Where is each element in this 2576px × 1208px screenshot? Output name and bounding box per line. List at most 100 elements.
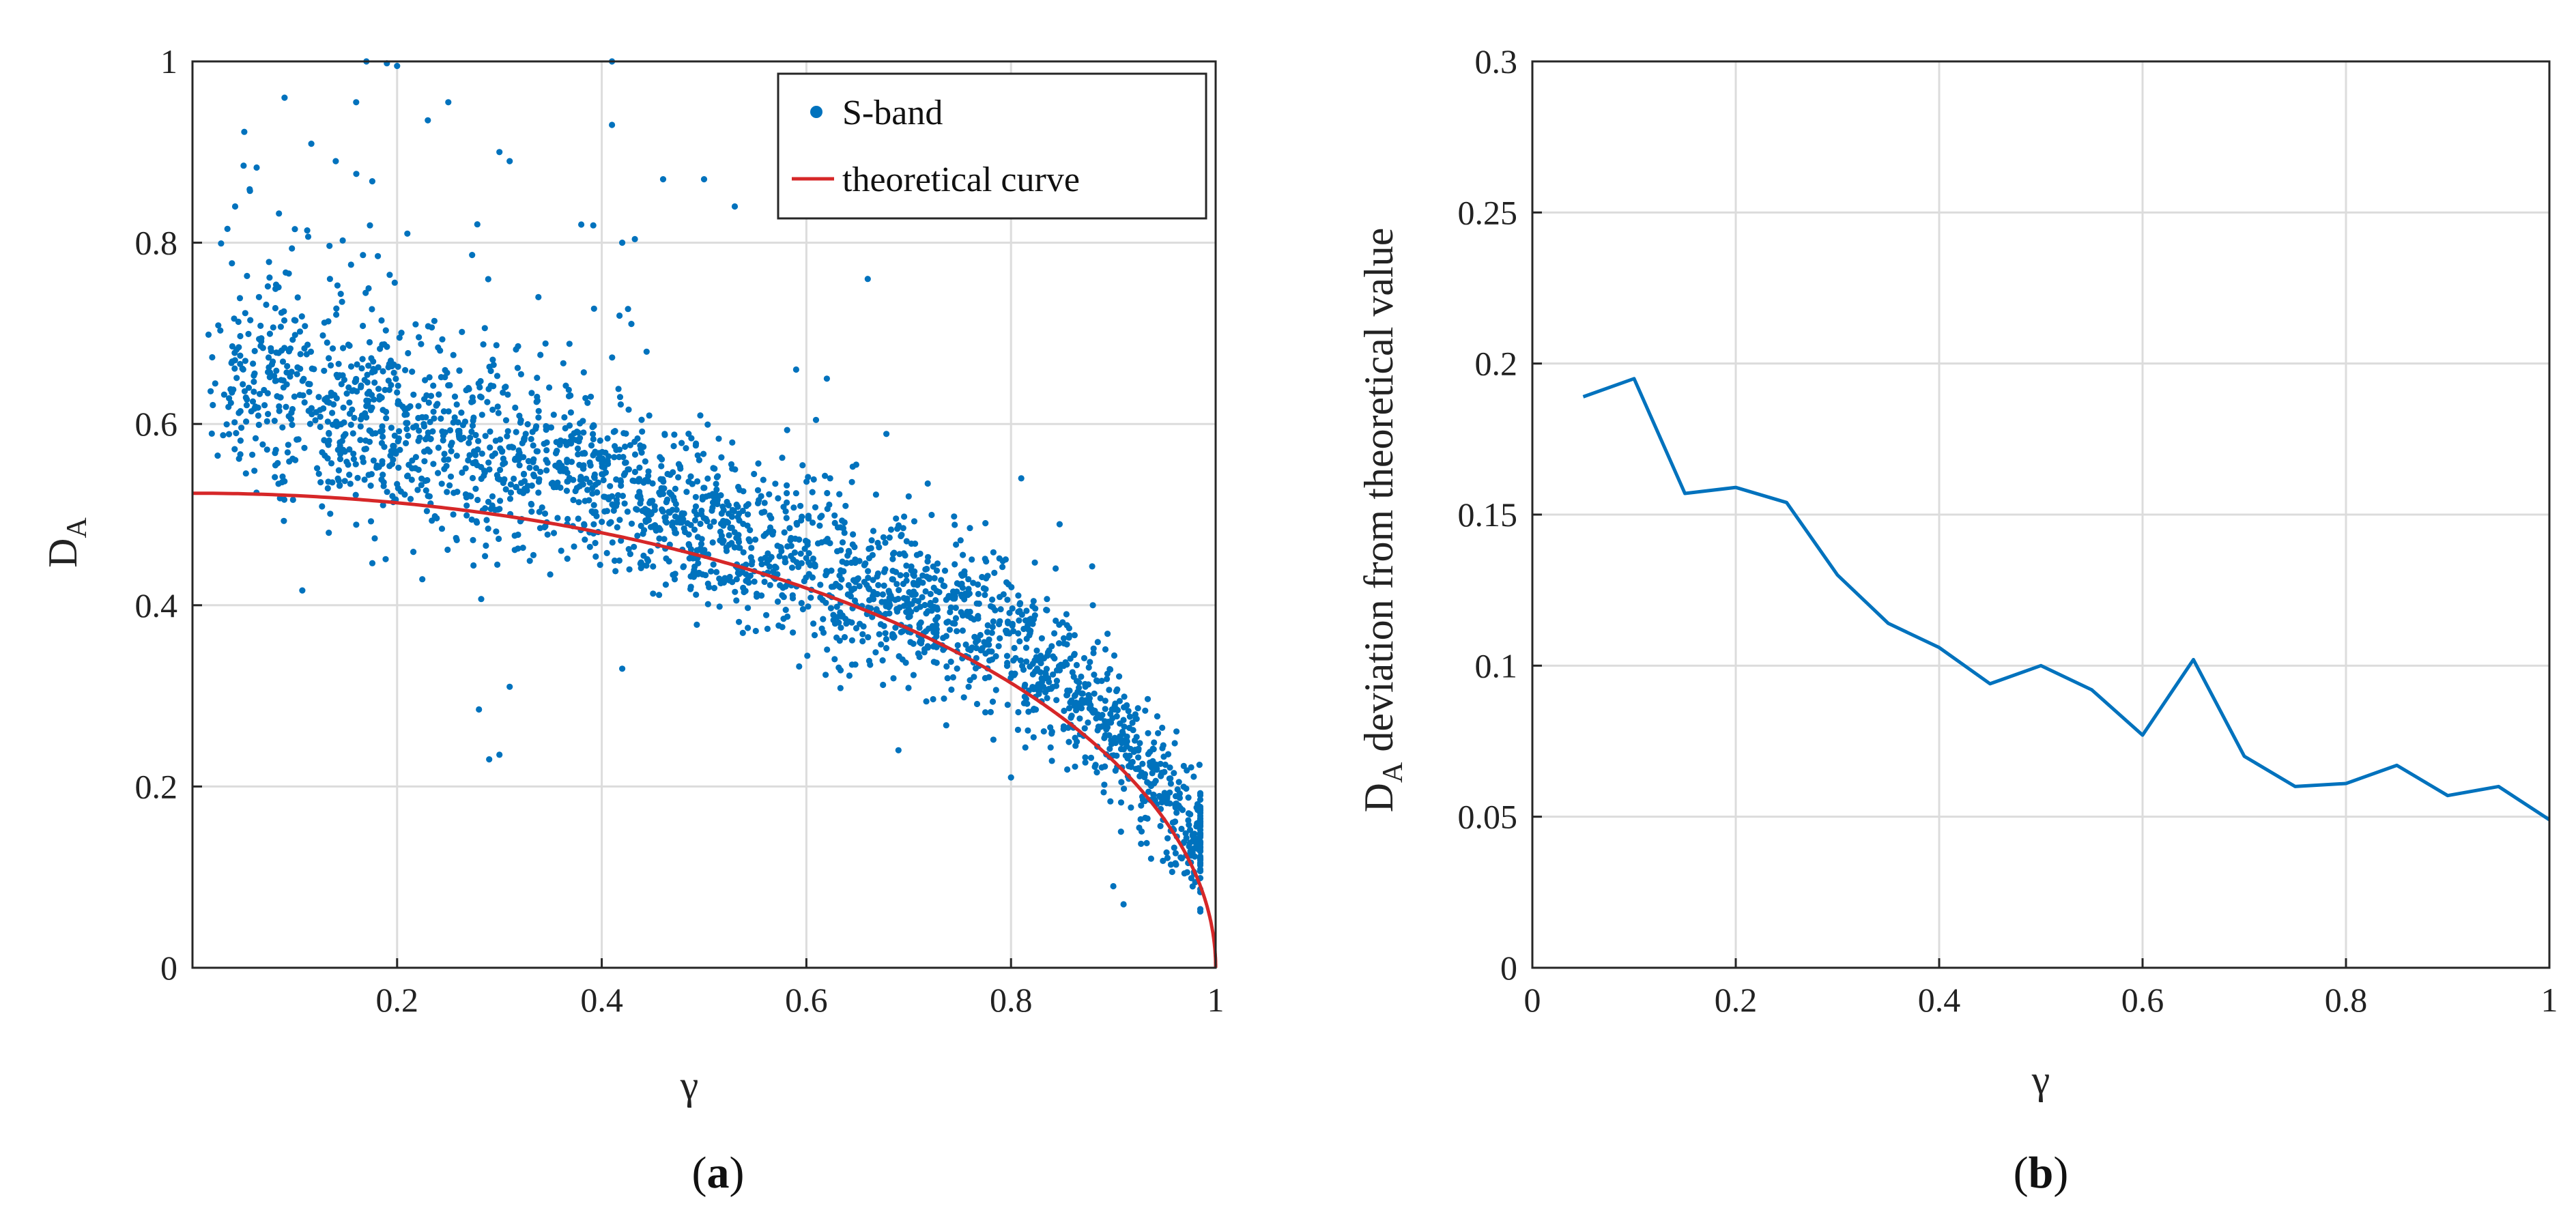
s-band-point — [1171, 740, 1178, 747]
s-band-point — [1171, 844, 1177, 851]
s-band-point — [422, 377, 429, 384]
s-band-point — [233, 346, 240, 353]
s-band-point — [317, 423, 324, 431]
s-band-point — [1016, 617, 1022, 624]
s-band-point — [603, 549, 610, 557]
s-band-point — [590, 521, 597, 528]
s-band-point — [252, 435, 259, 442]
s-band-point — [1025, 626, 1032, 633]
s-band-point — [418, 414, 426, 420]
s-band-point — [913, 606, 920, 613]
s-band-point — [423, 487, 429, 494]
s-band-point — [336, 483, 343, 489]
s-band-point — [787, 537, 794, 544]
s-band-point — [279, 358, 287, 365]
s-band-point — [972, 665, 979, 672]
s-band-point — [780, 616, 787, 622]
s-band-point — [682, 528, 689, 536]
s-band-point — [657, 476, 664, 483]
s-band-point — [1106, 687, 1113, 693]
s-band-point — [910, 672, 917, 678]
s-band-point — [1048, 728, 1055, 735]
s-band-point — [672, 485, 679, 492]
s-band-point — [427, 435, 434, 443]
s-band-point — [299, 587, 306, 594]
s-band-point — [1072, 763, 1078, 770]
s-band-point — [358, 412, 366, 419]
s-band-point — [766, 491, 773, 498]
s-band-point — [601, 493, 607, 500]
s-band-point — [350, 387, 357, 394]
s-band-point — [1063, 622, 1070, 629]
s-band-point — [726, 510, 732, 517]
s-band-point — [758, 561, 765, 568]
s-band-point — [561, 414, 568, 421]
s-band-point — [497, 445, 504, 452]
s-band-point — [359, 455, 366, 461]
s-band-point — [395, 382, 401, 389]
s-band-point — [625, 406, 632, 413]
s-band-point — [1050, 653, 1057, 660]
s-band-point — [392, 375, 399, 382]
s-band-point — [270, 324, 276, 331]
s-band-point — [418, 475, 425, 482]
s-band-point — [546, 384, 553, 391]
s-band-point — [649, 498, 656, 504]
s-band-point — [380, 368, 386, 375]
s-band-point — [541, 440, 547, 447]
s-band-point — [915, 650, 921, 657]
s-band-point — [996, 620, 1003, 628]
s-band-point — [502, 417, 510, 424]
s-band-point — [251, 378, 257, 386]
s-band-point — [535, 407, 542, 414]
s-band-point — [425, 399, 432, 406]
s-band-point — [809, 519, 816, 526]
s-band-point — [453, 536, 460, 544]
s-band-point — [691, 517, 699, 524]
s-band-point — [903, 562, 910, 569]
s-band-point — [668, 491, 675, 498]
s-band-point — [1085, 681, 1092, 688]
s-band-point — [1178, 855, 1185, 862]
s-band-point — [1126, 752, 1133, 759]
s-band-point — [395, 437, 401, 445]
s-band-point — [788, 564, 796, 571]
s-band-point — [1014, 726, 1021, 733]
s-band-point — [747, 554, 754, 561]
s-band-point — [263, 418, 270, 425]
s-band-point — [575, 515, 582, 522]
s-band-point — [671, 431, 678, 438]
s-band-point — [1065, 724, 1072, 731]
s-band-point — [304, 227, 311, 234]
s-band-point — [1160, 857, 1167, 864]
s-band-point — [711, 518, 717, 526]
s-band-point — [638, 559, 644, 566]
s-band-point — [416, 334, 423, 341]
s-band-point — [1143, 839, 1150, 846]
s-band-point — [616, 454, 622, 461]
s-band-point — [615, 386, 622, 392]
s-band-point — [986, 642, 992, 648]
s-band-point — [334, 446, 341, 453]
s-band-point — [797, 550, 804, 557]
s-band-point — [784, 482, 790, 489]
s-band-point — [692, 442, 699, 449]
s-band-point — [1185, 794, 1192, 801]
s-band-point — [879, 657, 886, 664]
s-band-point — [304, 233, 312, 240]
s-band-point — [520, 471, 528, 478]
s-band-point — [294, 364, 301, 371]
s-band-point — [463, 502, 470, 509]
s-band-point — [287, 345, 294, 352]
s-band-point — [631, 468, 639, 476]
s-band-point — [859, 631, 866, 637]
s-band-point — [945, 592, 952, 599]
s-band-point — [328, 362, 334, 369]
s-band-point — [965, 683, 972, 690]
s-band-point — [447, 442, 455, 449]
s-band-point — [1047, 744, 1054, 751]
s-band-point — [700, 176, 708, 183]
s-band-point — [450, 489, 457, 496]
s-band-point — [469, 422, 476, 429]
s-band-point — [409, 465, 416, 472]
